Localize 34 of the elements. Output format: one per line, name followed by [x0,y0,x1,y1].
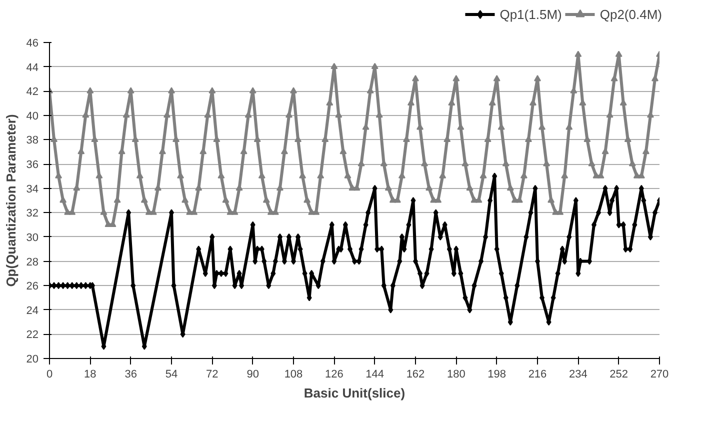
x-tick-label: 108 [284,368,303,380]
x-tick-label: 0 [46,368,53,380]
x-tick-label: 162 [406,368,425,380]
x-tick-label: 54 [165,368,178,380]
x-tick-label: 144 [366,368,384,380]
x-tick-label: 90 [246,368,259,380]
x-tick-label: 198 [488,368,506,380]
y-tick-label: 30 [26,232,39,244]
y-tick-label: 46 [26,38,39,50]
y-tick-label: 32 [26,208,39,220]
x-tick-label: 18 [84,368,96,380]
y-tick-label: 24 [26,304,39,317]
x-tick-label: 72 [206,368,218,380]
y-tick-label: 40 [26,110,39,122]
y-tick-label: 22 [26,329,39,342]
y-tick-label: 34 [26,183,39,196]
y-tick-label: 42 [26,86,39,98]
x-tick-label: 36 [124,368,137,380]
y-tick-label: 20 [26,354,39,366]
x-axis-title: Basic Unit(slice) [304,386,406,400]
x-tick-label: 126 [324,368,344,380]
y-tick-label: 28 [26,256,39,268]
x-tick-label: 252 [610,368,628,380]
legend-label: Qp2(0.4M) [600,6,662,22]
x-tick-label: 270 [650,368,669,380]
y-tick-label: 38 [26,134,39,147]
x-tick-label: 180 [446,368,466,380]
x-tick-label: 234 [568,368,588,380]
y-tick-label: 44 [26,62,39,74]
y-axis-title: Qp(Quantization Parameter) [3,114,18,287]
y-tick-label: 36 [26,159,39,172]
legend-label: Qp1(1.5M) [500,6,562,22]
x-tick-label: 216 [528,368,547,380]
y-tick-label: 26 [26,280,39,293]
